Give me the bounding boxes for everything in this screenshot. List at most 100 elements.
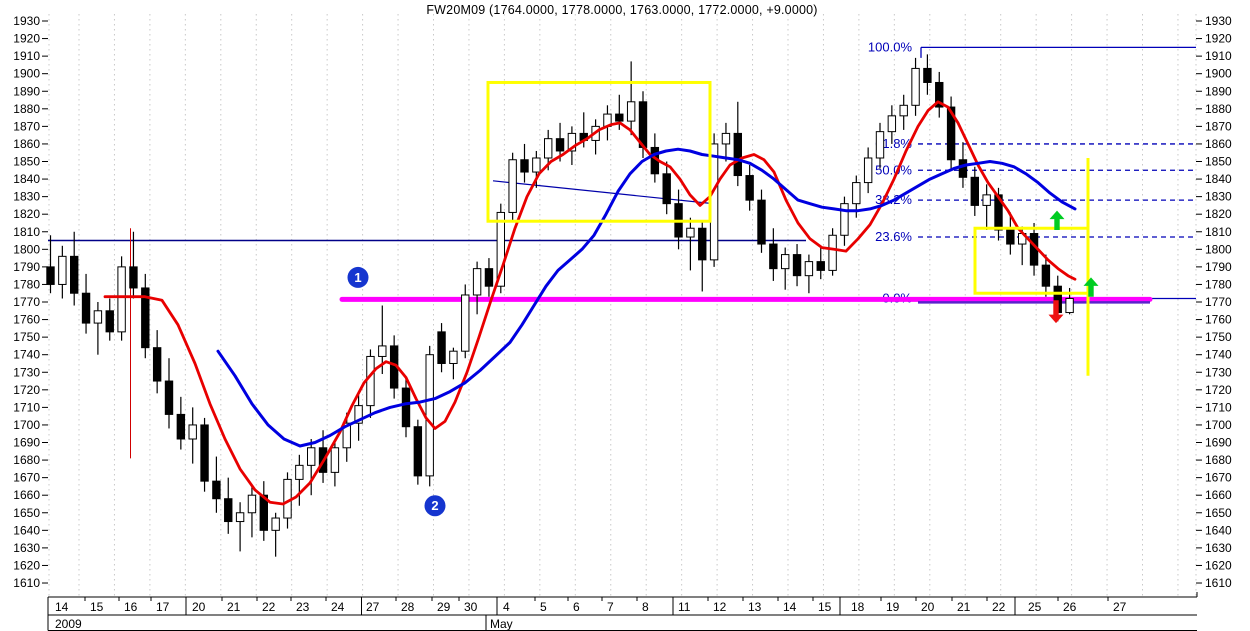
day-label: 12: [713, 600, 727, 614]
candle: [875, 131, 885, 159]
day-label: 5: [540, 600, 547, 614]
price-label-right: 1870: [1205, 119, 1232, 133]
candle: [93, 310, 103, 324]
trendline[interactable]: [492, 180, 714, 205]
green-up-arrow-icon[interactable]: [1049, 210, 1065, 230]
candle: [46, 266, 55, 285]
candle: [342, 422, 351, 449]
price-label-left: 1720: [13, 383, 40, 397]
candle: [449, 350, 458, 364]
day-label: 22: [262, 600, 276, 614]
candles: [46, 54, 1074, 557]
month-label: May: [490, 617, 513, 631]
price-label-right: 1740: [1205, 348, 1232, 362]
candle: [295, 464, 304, 480]
price-label-left: 1650: [13, 506, 40, 520]
day-label: 27: [366, 600, 380, 614]
price-label-left: 1920: [13, 32, 40, 46]
day-label: 8: [642, 600, 649, 614]
candle: [354, 405, 363, 424]
candle: [437, 331, 446, 364]
yellow-rectangle-top[interactable]: [486, 80, 712, 223]
price-label-left: 1900: [13, 67, 40, 81]
candle: [164, 380, 174, 415]
candle: [544, 138, 553, 159]
wave-marker-1[interactable]: 1: [347, 266, 369, 288]
candle: [828, 234, 837, 271]
price-label-right: 1700: [1205, 418, 1232, 432]
red-down-arrow-icon[interactable]: [1048, 300, 1064, 324]
year-label: 2009: [55, 617, 82, 631]
candle: [709, 143, 719, 261]
day-label: 17: [156, 600, 170, 614]
day-label: 27: [1113, 600, 1127, 614]
day-label: 26: [1063, 600, 1077, 614]
candle: [946, 106, 956, 161]
price-label-right: 1680: [1205, 453, 1232, 467]
price-label-left: 1880: [13, 102, 40, 116]
price-label-left: 1930: [13, 14, 40, 28]
candle: [508, 159, 517, 213]
candle: [745, 175, 754, 201]
candle: [615, 113, 624, 122]
fib-label: 100.0%: [868, 39, 913, 54]
price-label-right: 1670: [1205, 471, 1232, 485]
price-label-right: 1820: [1205, 207, 1232, 221]
price-label-left: 1680: [13, 453, 40, 467]
candle: [887, 115, 897, 133]
price-label-right: 1920: [1205, 32, 1232, 46]
candle: [484, 268, 494, 287]
price-label-right: 1810: [1205, 225, 1232, 239]
candle: [840, 203, 849, 236]
candle: [923, 67, 932, 83]
price-label-left: 1910: [13, 49, 40, 63]
price-label-left: 1810: [13, 225, 40, 239]
wave-marker-2[interactable]: 2: [424, 495, 446, 517]
day-label: 15: [90, 600, 104, 614]
green-up-arrow-icon[interactable]: [1083, 277, 1099, 297]
candle: [330, 447, 340, 473]
candle: [152, 347, 162, 382]
candle: [567, 132, 577, 152]
candle: [259, 494, 269, 531]
price-label-left: 1740: [13, 348, 40, 362]
price-label-left: 1670: [13, 471, 40, 485]
day-label: 13: [748, 600, 762, 614]
price-label-right: 1760: [1205, 313, 1232, 327]
candle: [781, 254, 790, 270]
candle: [899, 104, 908, 117]
price-label-right: 1910: [1205, 49, 1232, 63]
candle: [271, 517, 280, 531]
price-label-left: 1710: [13, 400, 40, 414]
candle: [757, 199, 766, 245]
price-label-right: 1660: [1205, 488, 1232, 502]
day-label: 14: [55, 600, 69, 614]
candle: [58, 255, 67, 285]
candle: [413, 426, 423, 477]
price-label-left: 1820: [13, 207, 40, 221]
price-label-left: 1780: [13, 277, 40, 291]
price-label-right: 1900: [1205, 67, 1232, 81]
candle: [176, 413, 186, 440]
slow-ma-line: [216, 147, 1077, 448]
price-label-right: 1640: [1205, 523, 1232, 537]
day-label: 14: [783, 600, 797, 614]
fib-label: 50.0%: [875, 162, 912, 177]
date-axis: 14 15 16 17 20 21 22 23 24 27 28 29 30 4 5 6 7 8 11 12 13 14 1…: [47, 592, 1198, 631]
candle: [81, 292, 91, 324]
candle: [994, 194, 1003, 231]
candle: [804, 261, 814, 277]
price-label-right: 1610: [1205, 576, 1232, 590]
day-label: 19: [886, 600, 900, 614]
price-label-left: 1850: [13, 155, 40, 169]
day-label: 6: [573, 600, 580, 614]
price-label-left: 1800: [13, 242, 40, 256]
price-label-left: 1610: [13, 576, 40, 590]
candle: [721, 132, 731, 145]
candle: [105, 310, 114, 333]
price-label-right: 1800: [1205, 242, 1232, 256]
price-axis: 1930 1930 1920 1920 1910 1910 1900 1900 1890 1890…: [13, 14, 1232, 590]
price-label-right: 1630: [1205, 541, 1232, 555]
candle: [247, 494, 257, 514]
